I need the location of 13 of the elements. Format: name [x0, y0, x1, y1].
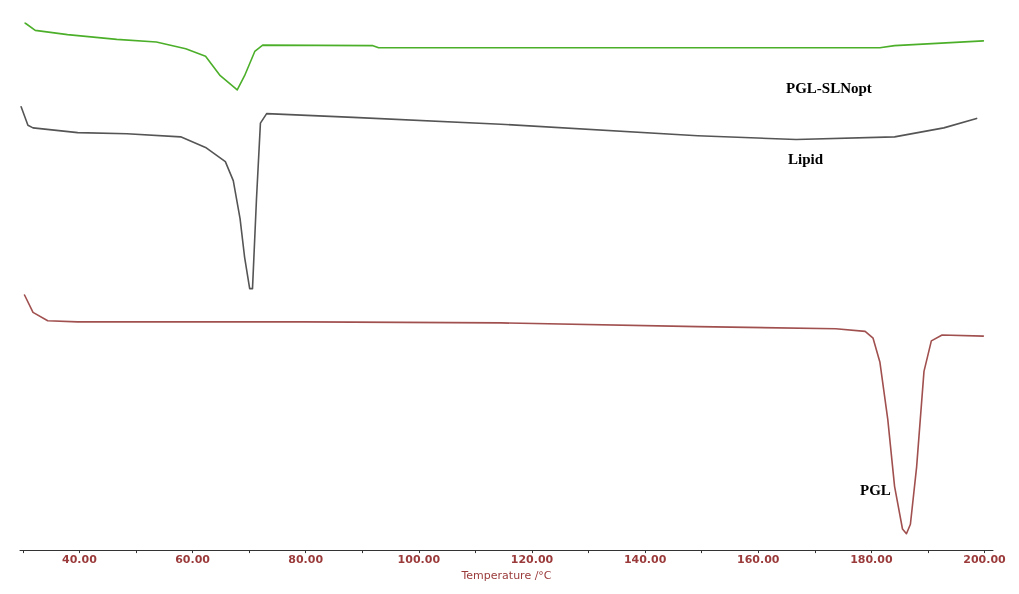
x-tick-label: 180.00 — [850, 553, 893, 567]
x-tick-label: 60.00 — [175, 553, 211, 567]
x-tick-label: 160.00 — [737, 553, 780, 567]
x-tick-label: 100.00 — [397, 553, 441, 567]
x-tick-label: 200.00 — [963, 553, 1007, 567]
x-tick-label: 40.00 — [62, 553, 98, 567]
x-tick-label: 80.00 — [288, 553, 324, 567]
x-tick-label: 120.00 — [510, 553, 554, 567]
series-label: PGL — [860, 481, 891, 498]
series-label: Lipid — [788, 150, 824, 167]
x-axis-title: Temperature /°C — [460, 569, 552, 582]
text: PGL-SLNopt — [786, 79, 872, 96]
x-tick-label: 140.00 — [623, 553, 667, 567]
